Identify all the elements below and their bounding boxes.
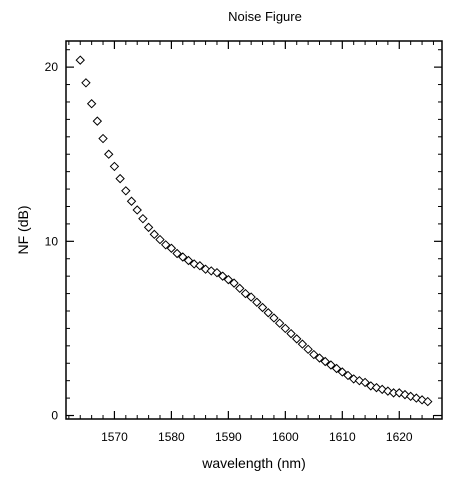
data-point — [286, 328, 296, 339]
data-point — [75, 55, 85, 65]
data-point — [280, 323, 291, 334]
data-point — [326, 360, 336, 370]
data-point — [229, 278, 239, 288]
data-point — [360, 377, 370, 388]
data-point — [86, 99, 97, 109]
y-tick-label: 20 — [45, 60, 59, 74]
data-point — [121, 186, 131, 196]
data-point — [269, 313, 279, 323]
data-point — [337, 367, 348, 377]
data-point — [149, 229, 160, 240]
data-point — [104, 149, 114, 159]
data-point — [235, 283, 245, 294]
data-point — [246, 292, 256, 302]
data-point — [292, 334, 302, 344]
data-point — [252, 297, 262, 307]
data-point — [143, 222, 154, 233]
x-tick-label: 1570 — [101, 430, 128, 444]
y-tick-label: 10 — [45, 234, 59, 248]
data-point — [217, 271, 228, 281]
data-point — [126, 196, 137, 206]
data-point — [92, 116, 103, 126]
x-tick-label: 1590 — [215, 430, 242, 444]
data-point — [240, 288, 251, 299]
y-tick-label: 0 — [51, 409, 58, 423]
data-point — [98, 133, 108, 144]
x-tick-label: 1620 — [386, 430, 413, 444]
x-minor-ticks — [68, 41, 434, 419]
y-axis-label: NF (dB) — [15, 206, 31, 255]
data-points — [75, 55, 433, 407]
x-axis-ticks: 1570 1580 1590 1600 1610 1620 — [101, 41, 413, 444]
data-point — [132, 205, 142, 215]
data-point — [314, 353, 325, 363]
data-point — [263, 308, 273, 318]
plot-frame — [65, 40, 443, 420]
data-point — [115, 173, 125, 184]
data-point — [109, 161, 120, 172]
x-axis-label: wavelength (nm) — [201, 455, 306, 471]
data-point — [178, 252, 188, 262]
data-point — [423, 396, 433, 407]
data-point — [303, 344, 313, 355]
data-point — [212, 267, 222, 278]
data-point — [223, 274, 234, 285]
data-point — [257, 302, 268, 313]
x-tick-label: 1610 — [329, 430, 356, 444]
y-axis-ticks: 0 10 20 — [45, 60, 442, 423]
data-point — [309, 349, 319, 360]
data-point — [274, 318, 285, 328]
data-point — [166, 243, 177, 253]
y-minor-ticks — [66, 49, 442, 399]
x-tick-label: 1580 — [158, 430, 185, 444]
data-point — [138, 213, 148, 224]
data-point — [183, 255, 194, 266]
data-point — [172, 248, 182, 259]
data-point — [160, 240, 171, 250]
data-point — [343, 370, 353, 381]
data-point — [195, 261, 205, 271]
data-point — [297, 339, 308, 349]
chart-title: Noise Figure — [228, 9, 302, 24]
data-point — [331, 363, 342, 374]
data-point — [81, 78, 91, 88]
data-point — [155, 234, 165, 245]
x-tick-label: 1600 — [272, 430, 299, 444]
data-point — [320, 356, 330, 367]
